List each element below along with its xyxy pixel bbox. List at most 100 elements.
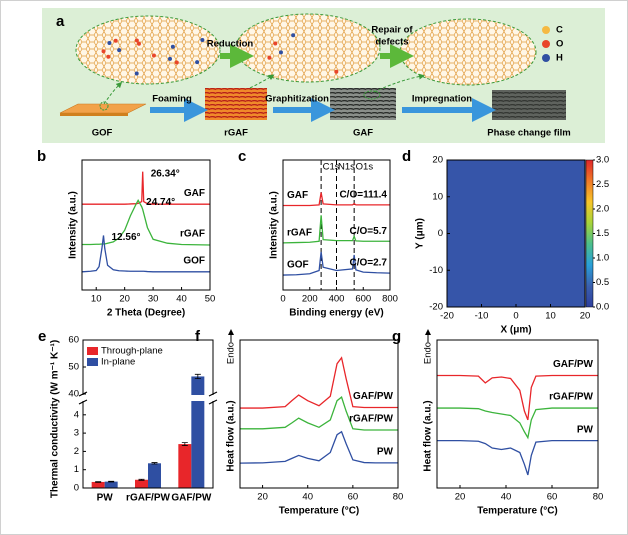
series-label: PW xyxy=(577,424,594,435)
atom xyxy=(136,41,141,46)
x-axis-label: X (μm) xyxy=(500,325,531,336)
material-label: Phase change film xyxy=(487,128,570,139)
panel-a: a Reduction Repair of defects COH Foamin… xyxy=(42,8,605,143)
series-label: rGAF/PW xyxy=(549,392,593,403)
data-line xyxy=(283,192,390,207)
error-bar xyxy=(95,481,102,483)
bar xyxy=(135,479,148,488)
y-tick-label: 1 xyxy=(74,464,79,475)
gaf-block xyxy=(330,88,396,120)
series-label: GAF/PW xyxy=(553,359,594,370)
reference-label: C1s xyxy=(323,162,340,173)
colorbar-tick-label: 0.0 xyxy=(596,302,609,313)
series-label: GOF xyxy=(183,255,205,266)
x-axis-label: Temperature (°C) xyxy=(477,506,558,517)
atom xyxy=(334,69,339,74)
y-tick-label: 50 xyxy=(68,362,79,373)
peak-label: 12.56° xyxy=(112,232,141,243)
x-tick-label: 50 xyxy=(205,294,216,305)
atom xyxy=(134,38,139,43)
x-tick-label: 200 xyxy=(302,294,318,305)
x-tick-label: 10 xyxy=(91,294,102,305)
x-tick-label: 20 xyxy=(257,492,268,503)
y-tick-label: 3 xyxy=(74,428,79,439)
y-tick-label: -20 xyxy=(429,302,443,313)
x-tick-label: 60 xyxy=(348,492,359,503)
zoom-arrow xyxy=(249,74,275,89)
colorbar xyxy=(585,159,594,308)
x-tick-label: 0 xyxy=(280,294,285,305)
atom xyxy=(200,38,205,43)
y-axis-label: Heat flow (a.u.) xyxy=(423,400,434,471)
panel-label: a xyxy=(56,13,65,30)
atom xyxy=(107,40,112,45)
plot-frame xyxy=(446,159,586,308)
x-axis-label: Binding energy (eV) xyxy=(289,308,383,319)
panel-label: b xyxy=(37,148,46,165)
y-tick-label: 60 xyxy=(68,335,79,346)
data-line xyxy=(240,396,398,431)
peak-label: 24.74° xyxy=(146,197,175,208)
x-tick-label: 20 xyxy=(455,492,466,503)
panel-label: g xyxy=(392,328,401,345)
x-tick-label: 800 xyxy=(382,294,398,305)
gof-sheet xyxy=(75,15,221,85)
y-tick-label: 20 xyxy=(432,155,443,166)
x-tick-label: GAF/PW xyxy=(171,493,212,504)
series-label: rGAF/PW xyxy=(349,414,393,425)
error-bar xyxy=(194,373,201,380)
arrow-label: Repair of xyxy=(371,25,413,36)
colorbar-tick-label: 1.0 xyxy=(596,253,609,264)
endo-label: Endo xyxy=(423,342,434,364)
error-bar xyxy=(181,442,188,446)
colorbar-tick-label: 1.5 xyxy=(596,228,609,239)
data-line xyxy=(239,430,398,464)
x-tick-label: PW xyxy=(97,493,114,504)
data-line xyxy=(240,356,398,409)
x-tick-label: 10 xyxy=(545,311,556,322)
x-tick-label: 40 xyxy=(501,492,512,503)
y-axis-label: Intensity (a.u.) xyxy=(269,191,280,259)
plot-frame xyxy=(436,339,599,489)
arrow-label: Reduction xyxy=(207,39,254,50)
atom xyxy=(134,71,139,76)
endo-arrowhead xyxy=(228,329,234,335)
series-label: GAF/PW xyxy=(353,391,394,402)
bar xyxy=(178,444,192,488)
atom xyxy=(167,56,172,61)
bar xyxy=(91,481,105,488)
atom xyxy=(174,60,179,65)
atom xyxy=(113,38,118,43)
x-tick-label: 30 xyxy=(148,294,159,305)
series-label: rGAF xyxy=(180,229,205,240)
data-line xyxy=(82,198,211,246)
rgaf-block xyxy=(205,88,267,120)
bar xyxy=(191,376,205,488)
data-line xyxy=(282,251,391,276)
atom xyxy=(117,48,122,53)
ratio-label: C/O=2.7 xyxy=(349,258,387,269)
panel-label: c xyxy=(238,148,246,165)
plot-frame xyxy=(239,339,399,489)
x-tick-label: 20 xyxy=(580,311,591,322)
y-tick-label: 0 xyxy=(74,483,79,494)
zoom-arrow xyxy=(373,73,425,93)
atom xyxy=(170,44,175,49)
heatmap-cell xyxy=(447,160,586,308)
material-label: GOF xyxy=(92,128,113,139)
y-axis-label: Heat flow (a.u.) xyxy=(226,400,237,471)
atom-legend-label: O xyxy=(556,39,563,50)
x-tick-label: -20 xyxy=(440,311,454,322)
data-line xyxy=(437,439,598,476)
x-tick-label: 80 xyxy=(393,492,404,503)
atom-legend-label: H xyxy=(556,53,563,64)
gof-film-side xyxy=(60,113,128,116)
x-tick-label: 600 xyxy=(355,294,371,305)
data-line xyxy=(81,235,210,273)
material-label: rGAF xyxy=(224,128,248,139)
x-tick-label: 400 xyxy=(329,294,345,305)
reference-label: O1s xyxy=(356,162,374,173)
y-axis-label: Thermal conductivity (W m⁻¹ K⁻¹) xyxy=(50,340,61,498)
series-label: GAF xyxy=(287,190,308,201)
